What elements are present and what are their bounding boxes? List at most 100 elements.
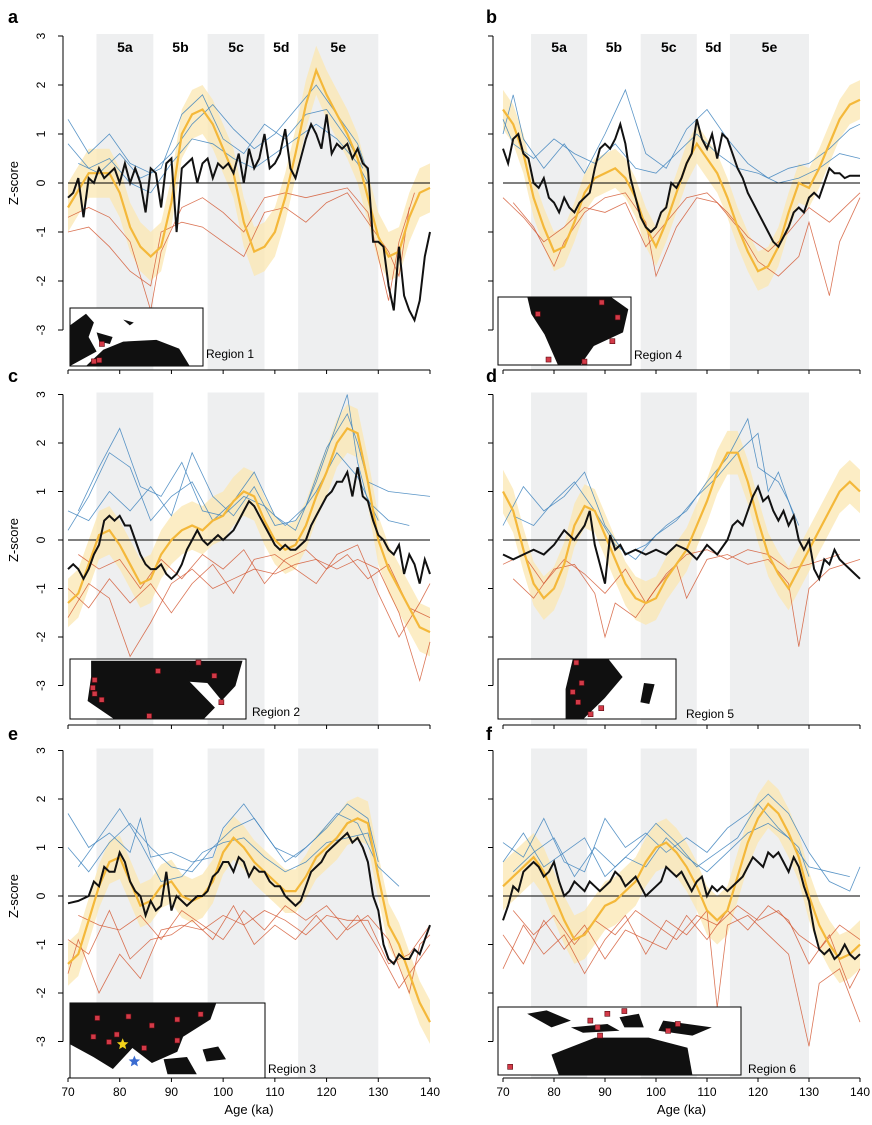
panel-e: -3 -2 -1 0 1 2 3 Z-score 70 80 90 100 110 120 130 140 Ag…: [6, 724, 440, 1117]
y-axis-label: Z-score: [6, 874, 21, 918]
stack-line: [67, 114, 431, 323]
blue-record-line-2: [67, 813, 400, 887]
red-record-line-2: [67, 910, 431, 994]
site-marker: [587, 1017, 594, 1024]
island-landmass: [163, 1057, 197, 1075]
site-marker: [125, 1013, 132, 1020]
site-marker: [149, 1022, 155, 1029]
stage-label-5e: 5e: [762, 39, 778, 55]
site-marker: [569, 689, 576, 695]
island-landmass: [202, 1046, 226, 1062]
site-marker: [174, 1037, 181, 1044]
y-tick-label: -2: [34, 987, 48, 998]
star-marker: [128, 1055, 141, 1067]
x-axis-label: Age (ka): [224, 1102, 273, 1117]
mediterranean-coast: [154, 663, 208, 673]
red-record-line-2: [502, 549, 840, 604]
x-tick-label: 90: [165, 1085, 179, 1099]
blue-record-line-3: [77, 807, 379, 882]
site-marker: [195, 659, 202, 666]
site-marker: [98, 696, 105, 703]
red-record-line-3: [512, 905, 861, 950]
yellow-uncertainty-band: [503, 80, 860, 291]
inset-map: [69, 307, 204, 367]
x-tick-label: 90: [598, 1085, 612, 1099]
red-record-line-3: [78, 905, 431, 995]
red-record-line-2: [502, 905, 861, 990]
stack-line: [502, 484, 861, 584]
x-tick-label: 70: [496, 1085, 510, 1099]
site-marker: [114, 1031, 120, 1038]
yellow-uncertainty-band: [68, 45, 430, 281]
inset-map: [497, 1006, 742, 1076]
site-marker: [94, 1015, 101, 1021]
stage-label-5d: 5d: [273, 39, 289, 55]
panel-d: d Region 5: [486, 366, 861, 729]
site-marker: [621, 1008, 628, 1014]
stage-label-5b: 5b: [172, 39, 188, 55]
site-marker: [573, 659, 580, 666]
x-axis-label: Age (ka): [657, 1102, 706, 1117]
site-marker: [91, 358, 97, 365]
site-marker: [90, 1033, 97, 1040]
site-marker: [598, 705, 605, 712]
site-marker: [99, 341, 105, 347]
y-tick-label: -1: [34, 583, 48, 594]
stack-line: [502, 850, 861, 961]
stack-line: [67, 467, 431, 584]
site-marker: [665, 1028, 671, 1034]
central-america-landmass: [70, 313, 97, 366]
yellow-uncertainty-band: [503, 430, 860, 625]
site-marker: [598, 299, 605, 306]
x-tick-label: 120: [317, 1085, 337, 1099]
yellow-uncertainty-band: [503, 779, 860, 984]
new-guinea-landmass: [658, 1020, 712, 1036]
y-tick-label: -1: [34, 226, 48, 237]
blue-record-line-2: [512, 803, 810, 878]
y-tick-label: 3: [34, 747, 48, 754]
yellow-mean-line: [502, 451, 861, 605]
y-tick-label: -2: [34, 275, 48, 286]
madagascar-landmass: [640, 683, 655, 704]
red-record-line-1: [67, 558, 431, 683]
inset-map: [497, 296, 632, 366]
y-tick-label: 0: [34, 892, 48, 899]
stage-label-5a: 5a: [117, 39, 133, 55]
blue-record-line-1: [67, 84, 369, 174]
africa-landmass: [87, 660, 243, 719]
x-tick-label: 110: [697, 1085, 716, 1099]
red-record-line-3: [78, 549, 431, 618]
stage-label-5d: 5d: [705, 39, 721, 55]
y-tick-label: 3: [34, 32, 48, 39]
blue-record-line-1: [502, 793, 861, 892]
stack-line: [502, 119, 860, 249]
stage-label-5b: 5b: [606, 39, 622, 55]
site-marker: [535, 311, 541, 317]
site-marker: [604, 1010, 611, 1017]
panel-f: 70 80 90 100 110 120 130 140 Age (ka) f Region 6: [486, 724, 870, 1117]
y-tick-label: -3: [34, 1036, 48, 1047]
site-marker: [545, 356, 552, 363]
red-sea: [189, 681, 232, 715]
stage-label-5e: 5e: [330, 39, 346, 55]
yellow-mean-line: [67, 67, 431, 259]
blue-record-line-3: [78, 94, 364, 179]
stage-label-5a: 5a: [551, 39, 567, 55]
site-marker: [90, 684, 96, 691]
site-marker: [675, 1021, 681, 1027]
y-axis-label: Z-score: [6, 518, 21, 562]
y-tick-label: 0: [34, 179, 48, 186]
panel-letter: d: [486, 366, 497, 386]
stack-line: [67, 831, 431, 966]
panel-letter: e: [8, 724, 18, 744]
x-tick-label: 130: [799, 1085, 819, 1099]
y-tick-label: -1: [34, 939, 48, 950]
panel-letter: a: [8, 7, 19, 27]
panel-c: -3 -2 -1 0 1 2 3 Z-score c Region 2: [6, 366, 431, 729]
site-marker: [578, 680, 585, 686]
y-tick-label: 2: [34, 439, 48, 446]
region-label: Region 5: [686, 707, 734, 721]
x-tick-label: 100: [213, 1085, 233, 1099]
x-tick-label: 130: [368, 1085, 388, 1099]
